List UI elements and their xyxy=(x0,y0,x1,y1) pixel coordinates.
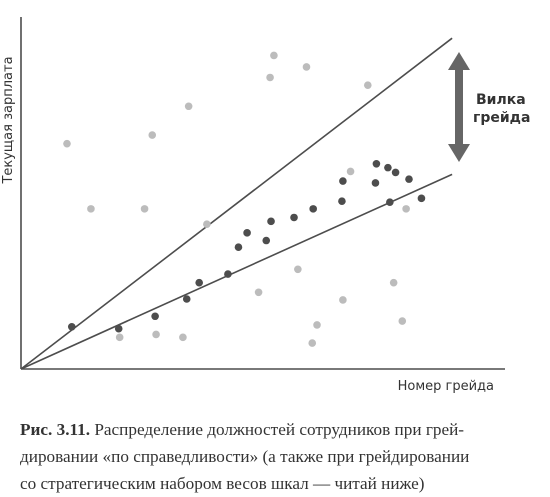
point-inside-range xyxy=(405,175,413,183)
point-outside-range xyxy=(346,167,355,176)
point-outside-range xyxy=(63,139,71,148)
point-inside-range xyxy=(234,243,243,252)
point-inside-range xyxy=(67,323,76,331)
point-outside-range xyxy=(270,51,278,60)
grade-range-arrow xyxy=(448,52,470,162)
x-axis-label: Номер грейда xyxy=(398,379,494,394)
point-outside-range xyxy=(184,102,193,111)
point-inside-range xyxy=(262,236,271,245)
y-axis-label: Текущая зарплата xyxy=(1,56,16,184)
point-outside-range xyxy=(203,220,211,229)
caption-line-1: Рис. 3.11. Распределение должностей сотр… xyxy=(20,416,545,443)
point-inside-range xyxy=(386,198,394,206)
point-outside-range xyxy=(398,317,407,325)
point-outside-range xyxy=(179,333,187,342)
point-inside-range xyxy=(195,278,203,287)
point-inside-range xyxy=(243,229,251,237)
upper-boundary-line xyxy=(20,37,453,370)
scatter-chart: Вилка грейда Номер грейда Текущая зарпла… xyxy=(1,17,530,394)
point-inside-range xyxy=(391,168,400,177)
grade-range-label-line2: грейда xyxy=(473,110,530,126)
point-outside-range xyxy=(389,278,398,287)
point-inside-range xyxy=(224,270,232,278)
point-outside-range xyxy=(302,63,311,71)
grade-range-label-line1: Вилка xyxy=(476,92,526,108)
point-outside-range xyxy=(115,333,124,342)
lower-boundary-line xyxy=(20,173,453,370)
caption-line-3: со стратегическим набором весов шкал — ч… xyxy=(20,474,425,493)
point-inside-range xyxy=(417,194,426,203)
point-outside-range xyxy=(140,205,149,213)
caption-figure-number: Рис. 3.11. xyxy=(20,420,91,439)
point-inside-range xyxy=(371,179,380,187)
figure-caption: Рис. 3.11. Распределение должностей сотр… xyxy=(20,416,545,497)
point-outside-range xyxy=(254,288,263,297)
point-inside-range xyxy=(384,163,392,172)
point-outside-range xyxy=(148,131,157,139)
point-outside-range xyxy=(313,321,321,329)
arrow-head-down xyxy=(448,144,470,162)
point-outside-range xyxy=(363,81,372,89)
point-inside-range xyxy=(182,295,191,303)
point-outside-range xyxy=(87,205,95,213)
point-outside-range xyxy=(339,296,347,304)
point-outside-range xyxy=(402,205,410,213)
point-outside-range xyxy=(308,339,317,347)
point-inside-range xyxy=(290,213,298,222)
point-inside-range xyxy=(309,205,317,213)
chart-svg: Вилка грейда Номер грейда Текущая зарпла… xyxy=(1,17,530,394)
caption-line-2: дировании «по справедливости» (а также п… xyxy=(20,447,470,466)
point-inside-range xyxy=(339,177,347,185)
point-outside-range xyxy=(266,73,274,82)
point-inside-range xyxy=(338,197,346,205)
point-outside-range xyxy=(294,265,302,274)
arrow-shaft xyxy=(455,68,463,146)
point-inside-range xyxy=(114,324,123,333)
arrow-head-up xyxy=(448,52,470,70)
caption-text-1: Распределение должностей сотрудников при… xyxy=(90,420,465,439)
point-inside-range xyxy=(151,312,159,321)
point-outside-range xyxy=(152,330,160,339)
point-inside-range xyxy=(372,159,381,168)
point-inside-range xyxy=(267,217,275,226)
